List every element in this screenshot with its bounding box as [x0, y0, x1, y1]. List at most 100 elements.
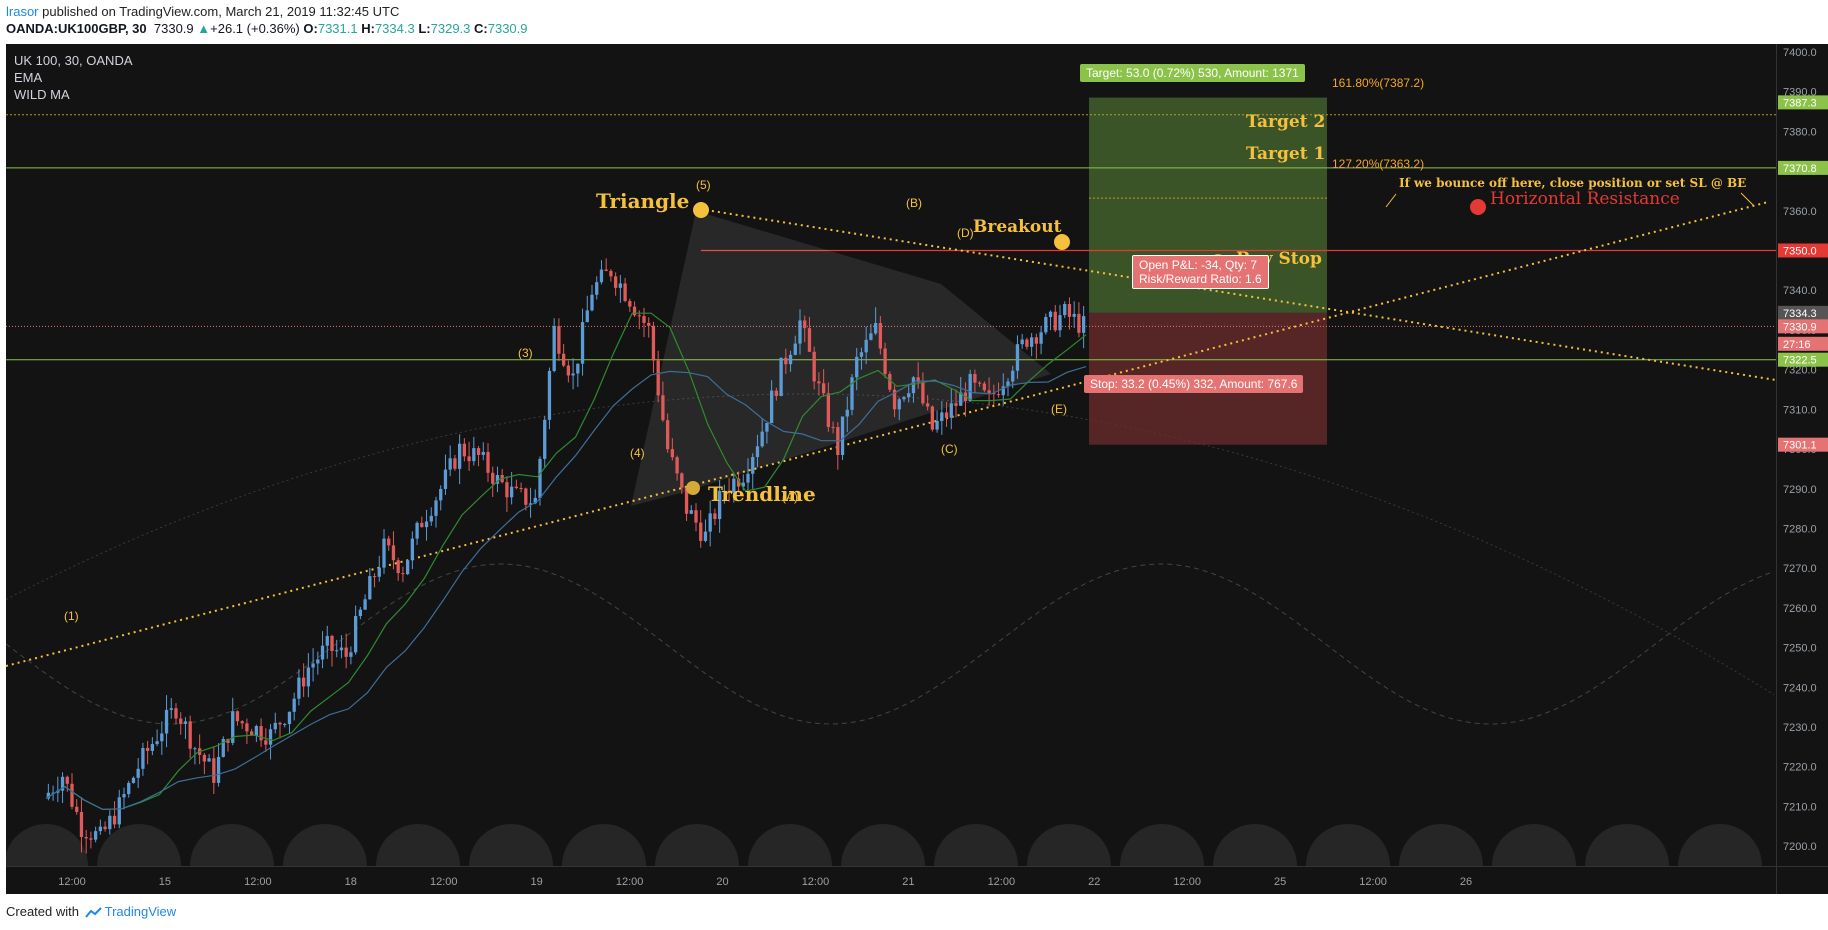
candle-body — [538, 458, 542, 498]
candle-body — [642, 316, 646, 323]
cycle-semicircle — [562, 824, 646, 866]
candle-body — [628, 300, 632, 307]
candle-body — [680, 473, 684, 488]
axis-corner — [1776, 866, 1828, 894]
candle-body — [727, 490, 731, 493]
candle-body — [769, 390, 774, 424]
time-tick-label: 18 — [345, 876, 357, 888]
position-target-label[interactable]: Target: 53.0 (0.72%) 530, Amount: 1371 — [1080, 64, 1305, 82]
time-tick-label: 12:00 — [988, 876, 1016, 888]
candle-body — [1077, 313, 1081, 333]
price-badge — [1778, 336, 1828, 351]
candle-body — [552, 326, 556, 371]
candle-body — [543, 419, 547, 459]
candle-body — [396, 560, 400, 574]
candle-body — [717, 490, 722, 520]
candle-body — [557, 326, 561, 354]
symbol-label: OANDA:UK100GBP, 30 — [6, 21, 147, 36]
price-badge — [1778, 95, 1828, 110]
candle-body — [1072, 313, 1076, 317]
candle-body — [571, 373, 575, 376]
time-tick-label: 21 — [902, 876, 914, 888]
candle-body — [1048, 311, 1053, 318]
candle-body — [925, 403, 930, 407]
candle-body — [150, 744, 155, 751]
annotation-bounce-note[interactable]: If we bounce off here, close position or… — [1399, 176, 1747, 190]
publisher-text: published on TradingView.com, March 21, … — [38, 4, 400, 19]
annotation-target-1[interactable]: Target 1 — [1246, 144, 1326, 164]
cycle-semicircle — [1678, 824, 1762, 866]
price-badge — [1778, 305, 1828, 320]
time-axis[interactable]: 12:00 15 12:00 18 12:00 19 12:00 20 12:00 21 12:00… — [6, 866, 1776, 894]
candle-body — [377, 567, 381, 577]
legend-symbol[interactable]: UK 100, 30, OANDA — [14, 53, 133, 68]
position-pnl-box[interactable]: Open P&L: -34, Qty: 7 Risk/Reward Ratio:… — [1132, 255, 1269, 289]
wave-label-5: (5) — [696, 178, 711, 192]
candle-body — [1058, 315, 1062, 331]
price-change: +26.1 (+0.36%) — [210, 21, 300, 36]
candle-body — [708, 513, 712, 532]
candle-body — [651, 325, 656, 361]
position-stop-label[interactable]: Stop: 33.2 (0.45%) 332, Amount: 767.6 — [1084, 375, 1304, 393]
resistance-marker — [1470, 199, 1486, 215]
candle-body — [1063, 304, 1067, 316]
close-value: 7330.9 — [487, 21, 528, 36]
candle-body — [268, 729, 273, 745]
chart-svg[interactable] — [6, 44, 1776, 866]
candle-body — [278, 722, 282, 725]
time-tick-label: 12:00 — [1173, 876, 1201, 888]
wave-label-3: (3) — [518, 346, 533, 360]
annotation-triangle[interactable]: Triangle — [596, 189, 690, 213]
candle-body — [1044, 317, 1048, 333]
tradingview-brand-link[interactable]: TradingView — [104, 904, 177, 919]
candle-body — [136, 768, 140, 778]
candle-body — [193, 748, 197, 750]
candle-body — [595, 282, 599, 295]
time-tick-label: 22 — [1088, 876, 1100, 888]
candle-body — [339, 647, 344, 651]
candle-body — [155, 741, 159, 745]
candle-body — [647, 322, 651, 326]
publisher-username-link[interactable]: lrasor — [6, 4, 39, 19]
close-label: C: — [474, 21, 488, 36]
price-axis[interactable]: 7400.07390.07380.07370.07360.07350.07340… — [1776, 44, 1828, 866]
candle-body — [973, 373, 977, 383]
price-tick-label: 7230.0 — [1783, 722, 1817, 734]
cycle-semicircle — [841, 824, 925, 866]
candle-body — [1025, 339, 1029, 347]
candle-body — [439, 488, 443, 501]
price-badge-label: 7350.0 — [1783, 245, 1817, 257]
time-tick-label: 12:00 — [244, 876, 272, 888]
candle-body — [179, 718, 183, 724]
annotation-breakout[interactable]: Breakout — [973, 217, 1062, 237]
candle-body — [670, 449, 675, 458]
candle-body — [760, 431, 764, 447]
candle-body — [736, 478, 741, 487]
legend-wild-ma[interactable]: WILD MA — [14, 87, 70, 102]
chart-legend: UK 100, 30, OANDA EMA WILD MA — [14, 52, 133, 103]
candle-body — [623, 283, 627, 301]
candle-body — [70, 783, 74, 807]
candle-body — [358, 609, 363, 617]
legend-ema[interactable]: EMA — [14, 70, 43, 85]
wave-label-c: (C) — [941, 442, 958, 456]
annotation-target-2[interactable]: Target 2 — [1246, 112, 1326, 132]
chart-canvas[interactable]: UK 100, 30, OANDA EMA WILD MA Triangle T… — [6, 44, 1776, 866]
candle-body — [254, 726, 259, 736]
cycle-semicircle — [1120, 824, 1204, 866]
candle-body — [897, 399, 901, 410]
candle-body — [699, 522, 703, 541]
annotation-horizontal-resistance[interactable]: Horizontal Resistance — [1490, 189, 1680, 209]
candle-body — [977, 382, 982, 384]
candle-body — [519, 488, 523, 490]
annotation-trendline[interactable]: Trendline — [708, 482, 816, 506]
candle-body — [817, 381, 821, 384]
price-badge-label: 7322.5 — [1783, 355, 1817, 367]
candle-body — [443, 469, 448, 489]
cycle-semicircle — [1027, 824, 1111, 866]
candle-body — [793, 343, 797, 355]
candle-body — [415, 522, 419, 539]
tradingview-logo-icon — [84, 906, 102, 918]
candle-body — [486, 451, 490, 473]
candle-body — [89, 838, 93, 840]
